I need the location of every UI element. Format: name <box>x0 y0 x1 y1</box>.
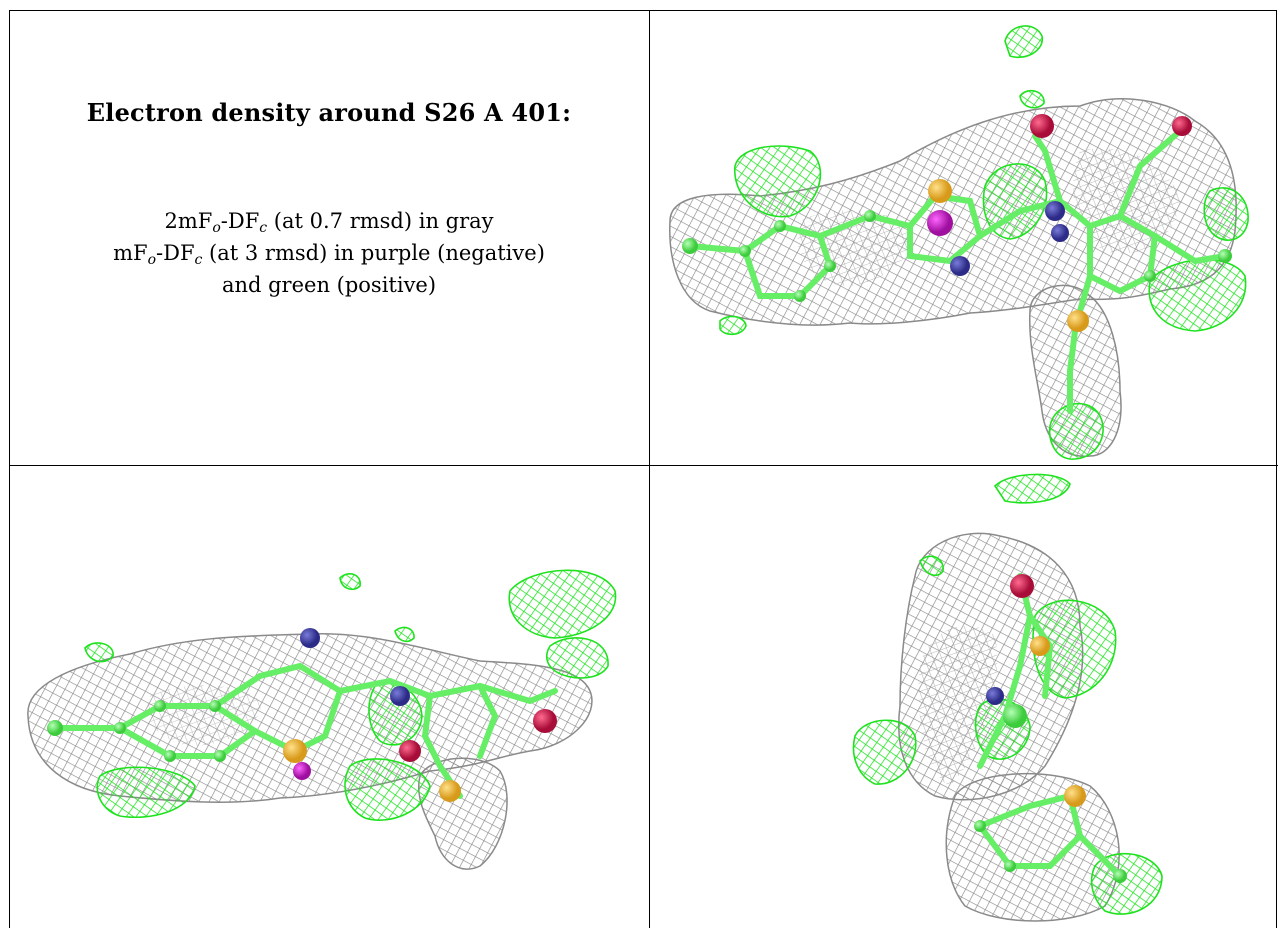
legend-line-1: 2mFo-DFc (at 0.7 rmsd) in gray <box>164 209 494 236</box>
caption-title: Electron density around S26 A 401: <box>86 98 572 127</box>
caption-legend: 2mFo-DFc (at 0.7 rmsd) in gray mFo-DFc (… <box>9 205 649 301</box>
density-view-bottom-left <box>10 466 649 928</box>
caption-cell: Electron density around S26 A 401: 2mFo-… <box>9 10 649 465</box>
grid-horizontal-divider <box>9 465 1278 466</box>
green-density-mesh <box>719 25 1249 460</box>
ligand-atoms <box>682 114 1232 332</box>
legend-line-3: and green (positive) <box>221 273 437 297</box>
legend-line-2: mFo-DFc (at 3 rmsd) in purple (negative) <box>113 241 545 268</box>
grid-vertical-divider <box>649 10 650 928</box>
figure-grid <box>9 10 1277 928</box>
ligand-bonds <box>687 128 1228 414</box>
density-view-top-right <box>650 11 1277 465</box>
density-view-bottom-right <box>650 466 1277 928</box>
